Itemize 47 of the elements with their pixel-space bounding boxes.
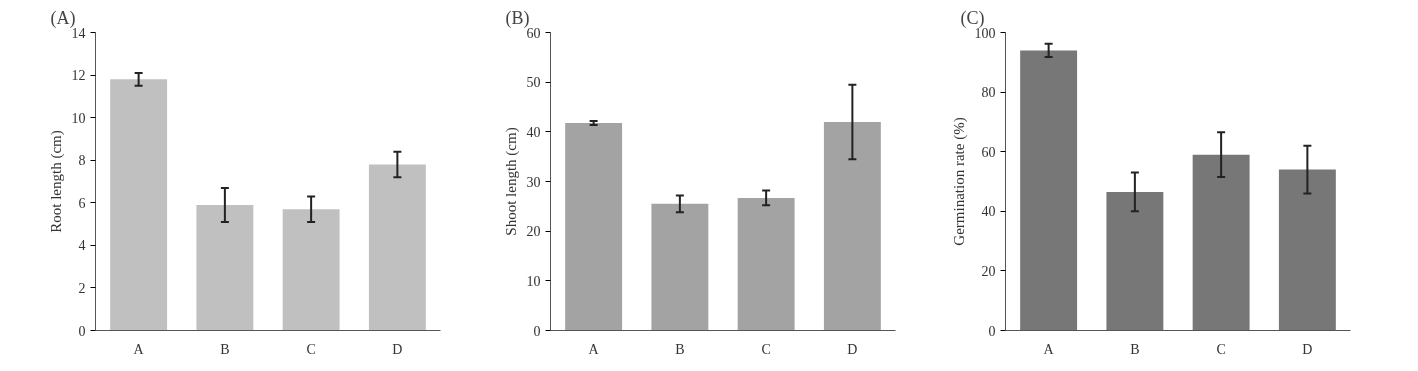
x-tick-label: A [1043,341,1055,357]
bar [110,79,168,331]
y-tick-label: 0 [533,323,541,339]
bar [565,122,623,331]
y-tick-label: 20 [526,224,541,240]
bar [651,203,709,331]
x-tick-label: A [133,341,145,357]
y-tick-label: 50 [526,75,541,91]
y-tick-label: 12 [71,68,86,84]
bar [737,197,795,331]
bar [282,209,340,331]
y-tick-label: 2 [78,280,86,296]
x-tick-label: C [1216,341,1226,357]
bar [368,164,426,331]
y-tick-label: 10 [526,273,541,289]
y-tick-label: 6 [78,195,86,211]
y-axis-title: Shoot length (cm) [502,127,520,236]
bar [823,121,881,331]
x-tick-label: C [306,341,316,357]
chart-title: (A) [50,7,76,29]
y-tick-label: 0 [988,323,996,339]
chart-title: (C) [960,7,985,29]
x-tick-label: B [1130,341,1140,357]
y-tick-label: 30 [526,174,541,190]
x-tick-label: D [847,341,858,357]
y-tick-label: 40 [526,124,541,140]
y-tick-label: 4 [78,238,86,254]
y-tick-label: 60 [981,144,996,160]
y-tick-label: 0 [78,323,86,339]
y-axis-title: Root length (cm) [47,130,65,233]
x-tick-label: C [761,341,771,357]
y-tick-label: 80 [981,85,996,101]
bar [1106,191,1164,331]
x-tick-label: B [220,341,230,357]
y-tick-label: 8 [78,153,86,169]
y-tick-label: 10 [71,110,86,126]
bar [196,204,254,331]
bar [1020,50,1078,331]
y-axis-title: Germination rate (%) [950,117,968,246]
x-tick-label: D [1302,341,1313,357]
x-tick-label: D [392,341,403,357]
bar [1192,154,1250,331]
x-tick-label: B [675,341,685,357]
bar [1278,169,1336,331]
x-tick-label: A [588,341,600,357]
y-tick-label: 40 [981,204,996,220]
y-tick-label: 20 [981,263,996,279]
